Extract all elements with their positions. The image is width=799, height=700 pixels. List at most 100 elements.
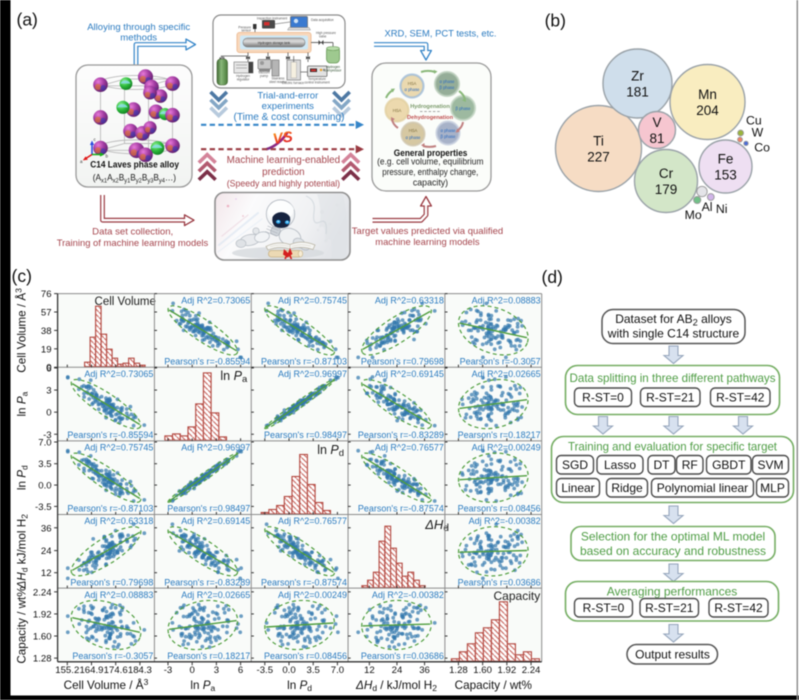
- svg-text:Training and evaluation for sp: Training and evaluation for specific tar…: [568, 440, 778, 454]
- svg-text:Adj R^2=0.69145: Adj R^2=0.69145: [375, 369, 444, 379]
- svg-text:HSA: HSA: [393, 108, 402, 113]
- svg-text:153: 153: [714, 168, 737, 183]
- svg-text:-3.5: -3.5: [257, 665, 274, 676]
- svg-text:1.92: 1.92: [498, 665, 517, 676]
- svg-text:Pearson's r=0.18217: Pearson's r=0.18217: [167, 651, 250, 661]
- svg-text:ln Pa: ln Pa: [190, 679, 215, 693]
- svg-text:β phase: β phase: [440, 85, 456, 90]
- svg-text:Mn: Mn: [698, 87, 717, 102]
- svg-text:Adj R^2=0.63318: Adj R^2=0.63318: [375, 295, 444, 305]
- svg-text:ln Pd: ln Pd: [287, 679, 312, 693]
- svg-text:181: 181: [626, 85, 649, 100]
- svg-text:High pressure: High pressure: [316, 31, 336, 35]
- svg-text:Training of machine learning m: Training of machine learning models: [57, 238, 209, 249]
- svg-text:Hydrogenation: Hydrogenation: [410, 104, 450, 110]
- svg-text:179: 179: [655, 182, 678, 197]
- svg-text:1.28: 1.28: [33, 654, 52, 665]
- svg-text:DT: DT: [654, 458, 671, 472]
- svg-text:Hydrogen storage tank: Hydrogen storage tank: [258, 41, 291, 45]
- svg-text:19: 19: [41, 344, 52, 355]
- svg-text:Pearson's r=0.18217: Pearson's r=0.18217: [458, 430, 541, 440]
- svg-text:capacity): capacity): [413, 178, 448, 188]
- svg-text:Cell Volume / Å3: Cell Volume / Å3: [14, 288, 29, 373]
- svg-text:184.3: 184.3: [128, 665, 152, 676]
- svg-text:Co: Co: [754, 141, 770, 155]
- svg-text:Adj R^2=0.73065: Adj R^2=0.73065: [84, 369, 153, 379]
- svg-text:Adj R^2=0.75745: Adj R^2=0.75745: [278, 295, 347, 305]
- svg-text:Electric furnace: Electric furnace: [282, 81, 304, 85]
- svg-text:(d): (d): [542, 267, 563, 287]
- svg-text:with single C14 structure: with single C14 structure: [607, 327, 740, 341]
- svg-text:Cr: Cr: [659, 166, 674, 181]
- svg-text:0: 0: [190, 665, 195, 676]
- svg-text:Adj R^2=0.75745: Adj R^2=0.75745: [84, 443, 153, 453]
- svg-text:Pearson's r=-0.87574: Pearson's r=-0.87574: [358, 504, 444, 514]
- svg-text:experiments: experiments: [262, 101, 314, 112]
- svg-text:Polynomial linear: Polynomial linear: [657, 481, 748, 495]
- svg-text:Pearson's r=0.98497: Pearson's r=0.98497: [264, 430, 347, 440]
- svg-text:compressor: compressor: [325, 69, 343, 73]
- svg-text:Output results: Output results: [635, 648, 710, 662]
- svg-text:3.5: 3.5: [307, 665, 320, 676]
- svg-text:6: 6: [238, 665, 243, 676]
- svg-text:2.24: 2.24: [522, 665, 541, 676]
- svg-text:Target values predicted via qu: Target values predicted via qualified: [352, 226, 503, 237]
- svg-text:1.92: 1.92: [33, 609, 52, 620]
- svg-text:12: 12: [364, 665, 375, 676]
- svg-text:-3: -3: [164, 665, 173, 676]
- svg-text:R-ST=0: R-ST=0: [582, 390, 624, 404]
- svg-text:0: 0: [46, 408, 51, 419]
- svg-text:Pearson's r=-0.3057: Pearson's r=-0.3057: [460, 356, 541, 366]
- svg-text:Pearson's r=-0.85594: Pearson's r=-0.85594: [164, 356, 250, 366]
- svg-text:MLP: MLP: [760, 481, 785, 495]
- svg-text:sensor: sensor: [241, 29, 252, 33]
- svg-text:81: 81: [649, 131, 664, 146]
- svg-text:R-ST=42: R-ST=42: [716, 390, 765, 404]
- svg-text:(a): (a): [17, 10, 38, 30]
- svg-text:Averaging performances: Averaging performances: [607, 585, 738, 599]
- svg-text:-3.5: -3.5: [35, 502, 52, 513]
- svg-text:Cu: Cu: [746, 114, 762, 128]
- svg-text:Selection for the optimal ML m: Selection for the optimal ML model: [581, 530, 765, 544]
- svg-text:V: V: [652, 115, 661, 130]
- svg-text:Ni: Ni: [716, 202, 728, 216]
- svg-text:(Ax1Ax2By1By2By3By4…): (Ax1Ax2By1By2By3By4…): [93, 172, 176, 185]
- svg-text:36: 36: [419, 665, 430, 676]
- svg-text:b: b: [106, 154, 109, 159]
- svg-text:α phase: α phase: [440, 79, 456, 84]
- svg-text:R-ST=21: R-ST=21: [646, 390, 695, 404]
- svg-text:Alloying through specific: Alloying through specific: [87, 22, 190, 33]
- svg-text:Pearson's r=-0.85594: Pearson's r=-0.85594: [67, 430, 153, 440]
- svg-text:6: 6: [46, 363, 51, 374]
- svg-text:Cell Volume: Cell Volume: [95, 296, 156, 308]
- svg-text:ln Pd: ln Pd: [16, 465, 30, 490]
- svg-text:α phase: α phase: [405, 87, 421, 92]
- svg-text:regulator: regulator: [237, 78, 251, 82]
- svg-text:W: W: [752, 126, 764, 140]
- svg-text:Pearson's r=0.03686: Pearson's r=0.03686: [458, 577, 541, 587]
- svg-text:Ridge: Ridge: [611, 481, 643, 495]
- svg-text:-3: -3: [43, 430, 52, 441]
- svg-text:(e.g. cell volume, equilibrium: (e.g. cell volume, equilibrium: [377, 157, 483, 167]
- svg-text:α phase: α phase: [406, 135, 422, 140]
- svg-text:machine learning models: machine learning models: [375, 237, 480, 248]
- svg-text:1.60: 1.60: [473, 665, 492, 676]
- svg-text:Adj R^2=0.69145: Adj R^2=0.69145: [181, 516, 250, 526]
- svg-text:Pressure: Pressure: [238, 26, 251, 30]
- svg-text:Stainless: Stainless: [272, 77, 285, 81]
- svg-text:24: 24: [41, 546, 52, 557]
- svg-text:Adj R^2=-0.00382: Adj R^2=-0.00382: [469, 516, 541, 526]
- svg-text:ΔHd: ΔHd: [424, 517, 449, 534]
- svg-text:Cell Volume / Å3: Cell Volume / Å3: [64, 677, 149, 692]
- svg-text:1.60: 1.60: [33, 632, 52, 643]
- svg-text:Adj R^2=0.00249: Adj R^2=0.00249: [472, 443, 541, 453]
- svg-text:control instrument: control instrument: [304, 81, 329, 85]
- svg-text:(b): (b): [545, 11, 566, 31]
- svg-text:Adj R^2=0.96997: Adj R^2=0.96997: [278, 369, 347, 379]
- svg-text:Pearson's r=0.79698: Pearson's r=0.79698: [70, 577, 153, 587]
- svg-text:Data splitting in three differ: Data splitting in three different pathwa…: [570, 371, 776, 385]
- svg-text:174.6: 174.6: [104, 665, 128, 676]
- svg-text:155.2: 155.2: [55, 665, 79, 676]
- svg-text:ΔHd kJ/mol H2: ΔHd kJ/mol H2: [16, 514, 30, 590]
- svg-text:Linear: Linear: [561, 481, 594, 495]
